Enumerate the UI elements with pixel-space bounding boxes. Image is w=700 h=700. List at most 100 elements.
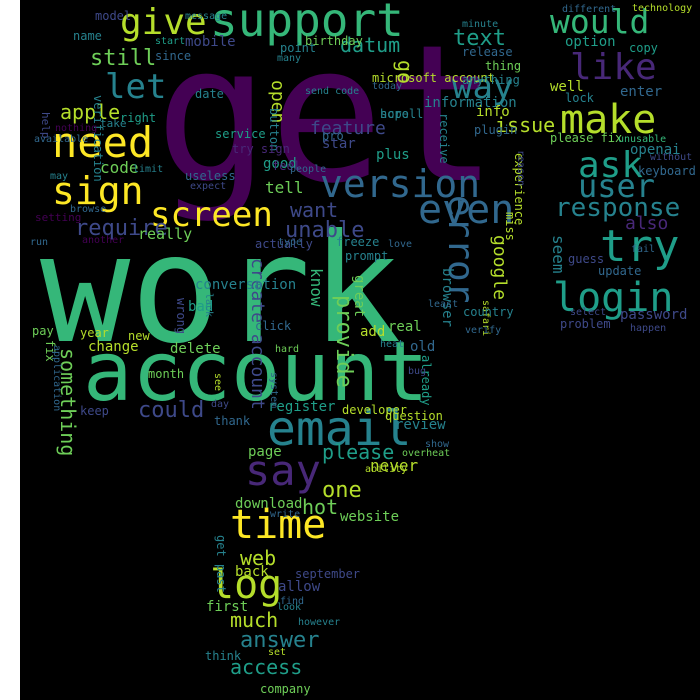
word-least: least — [428, 299, 459, 310]
word-code: code — [100, 158, 139, 177]
word-help: help — [39, 112, 52, 139]
word-give: give — [120, 2, 207, 43]
word-keep: keep — [80, 404, 109, 418]
word-scroll: scroll — [380, 107, 424, 121]
word-type: type — [278, 237, 303, 248]
word-copy: copy — [629, 41, 658, 55]
word-option: option — [565, 34, 616, 50]
word-delete: delete — [170, 341, 221, 357]
word-also: also — [625, 213, 669, 234]
word-great: great — [351, 275, 367, 318]
word-bug: bug — [408, 366, 427, 377]
word-back: back — [235, 564, 269, 580]
word-prompt: prompt — [345, 249, 389, 263]
word-know: know — [307, 268, 326, 307]
word-browse: browse — [70, 204, 107, 215]
word-info: info — [476, 104, 510, 120]
word-find: find — [280, 596, 305, 607]
word-hot: hot — [302, 495, 339, 519]
word-unable: unable — [285, 218, 365, 243]
word-please: please — [322, 440, 395, 464]
word-thing: thing — [485, 59, 522, 73]
word-love: love — [388, 239, 413, 250]
word-try-sign: try sign — [232, 142, 290, 156]
word-microsoft-account: microsoft account — [372, 71, 495, 85]
word-may: may — [50, 171, 69, 182]
word-think: think — [205, 649, 242, 663]
word-first: first — [206, 599, 249, 615]
word-year: year — [80, 326, 109, 340]
word-really: really — [138, 225, 193, 243]
word-support: support — [210, 0, 404, 47]
word-happen: happen — [630, 323, 667, 334]
word-pay: pay — [32, 324, 54, 338]
word-september: september — [295, 567, 361, 581]
word-pro: pro — [322, 129, 344, 143]
word-ability: ability — [365, 464, 408, 475]
word-available: available — [34, 134, 89, 145]
word-another: another — [82, 235, 125, 246]
word-heat: heat — [380, 339, 405, 350]
word-account: account — [83, 325, 429, 420]
word-update: update — [598, 264, 642, 278]
word-technology: technology — [632, 3, 693, 14]
word-look: look — [277, 602, 302, 613]
word-write: write — [270, 509, 301, 520]
word-change: change — [88, 339, 139, 355]
word-login: login — [553, 275, 674, 321]
word-see: see — [212, 373, 223, 392]
word-information: information — [424, 95, 517, 111]
word-enter: enter — [620, 84, 663, 100]
word-problem: problem — [560, 317, 611, 331]
word-add: add — [360, 324, 386, 340]
word-one: one — [322, 478, 362, 503]
word-people: people — [290, 164, 327, 175]
word-message: message — [185, 11, 228, 22]
word-open: open — [267, 80, 288, 124]
word-website: website — [340, 509, 400, 525]
word-actually: actually — [255, 237, 313, 251]
word-say: say — [245, 446, 321, 495]
word-anything: anything — [462, 73, 520, 87]
word-datum: datum — [340, 33, 401, 57]
word-receive: receive — [437, 113, 451, 164]
word-since: since — [155, 49, 192, 63]
word-google: google — [489, 235, 510, 301]
word-like: like — [570, 47, 657, 88]
word-something: something — [56, 348, 80, 457]
word-even: even — [418, 187, 515, 233]
word-set: set — [268, 647, 287, 658]
word-make: make — [560, 97, 657, 143]
word-work: work — [40, 203, 402, 377]
word-would: would — [550, 2, 650, 41]
word-wrong: wrong — [174, 298, 188, 335]
word-page: page — [248, 444, 282, 460]
word-today: today — [372, 81, 403, 92]
word-create-account: create account — [247, 258, 268, 410]
word-without: without — [650, 152, 693, 163]
word-good: good — [263, 156, 297, 172]
word-new: new — [128, 329, 150, 343]
word-minute: minute — [462, 19, 499, 30]
word-issue: issue — [495, 113, 556, 137]
word-verification: verification — [91, 95, 105, 182]
word-need: need — [52, 118, 154, 167]
word-model: model — [95, 9, 132, 23]
word-sign: sign — [52, 169, 144, 213]
word-birthday: birthday — [305, 34, 363, 48]
word-already: already — [419, 355, 433, 406]
word-send-code: send code — [305, 86, 360, 97]
word-email: email — [267, 401, 412, 457]
word-useless: useless — [185, 169, 236, 183]
word-answer: answer — [240, 628, 320, 653]
word-take: take — [100, 117, 127, 130]
word-nothing: nothing — [55, 123, 98, 134]
word-never: never — [370, 456, 419, 475]
word-review: review — [395, 417, 446, 433]
word-fail: fail — [631, 244, 656, 255]
word-tell: tell — [265, 178, 304, 197]
word-point: point — [280, 41, 317, 55]
word-let: let — [105, 67, 167, 107]
word-provide: provide — [331, 295, 356, 388]
word-access: access — [230, 655, 303, 679]
